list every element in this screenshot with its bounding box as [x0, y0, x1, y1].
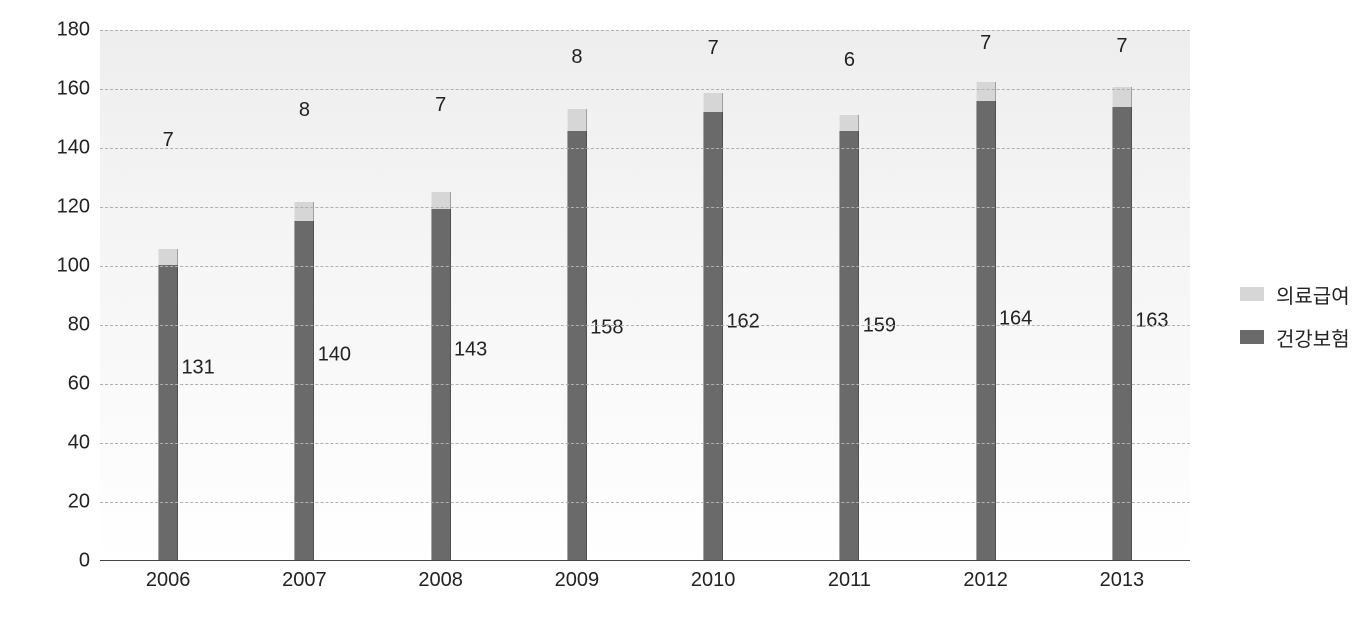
y-tick-label: 120 — [57, 196, 100, 219]
bar-stack — [431, 119, 451, 562]
bar-segment-s1 — [567, 109, 587, 131]
bar-segment-s0 — [431, 209, 451, 561]
bar-slot: 15882009 — [509, 30, 645, 561]
bar-stack — [158, 154, 178, 561]
y-tick-label: 160 — [57, 78, 100, 101]
bar-stack — [294, 124, 314, 561]
bar-stack — [703, 62, 723, 561]
x-tick-label: 2011 — [828, 561, 871, 592]
x-tick-label: 2013 — [1100, 561, 1145, 592]
x-tick-label: 2009 — [555, 561, 600, 592]
gridline — [100, 89, 1190, 90]
bar-segment-s0 — [158, 265, 178, 561]
legend-swatch — [1240, 287, 1264, 301]
bar-segment-s0 — [1112, 107, 1132, 561]
bar-segment-s0 — [294, 221, 314, 561]
bar-segment-s1 — [158, 249, 178, 265]
chart-container: 1317200614082007143720081588200916272010… — [20, 20, 1370, 611]
gridline — [100, 207, 1190, 208]
bar-value-label-s0: 143 — [454, 339, 487, 362]
y-tick-label: 0 — [79, 550, 100, 573]
y-tick-label: 100 — [57, 255, 100, 278]
x-tick-label: 2006 — [146, 561, 191, 592]
bar-value-label-s0: 163 — [1135, 309, 1168, 332]
bar-value-label-s1: 7 — [435, 94, 446, 117]
y-tick-label: 180 — [57, 19, 100, 42]
bar-slot: 14372008 — [373, 30, 509, 561]
x-axis-line — [100, 560, 1190, 561]
bar-value-label-s0: 158 — [590, 316, 623, 339]
y-tick-label: 140 — [57, 137, 100, 160]
gridline — [100, 384, 1190, 385]
bar-stack — [1112, 60, 1132, 562]
bar-value-label-s0: 131 — [181, 356, 214, 379]
x-tick-label: 2007 — [282, 561, 327, 592]
bar-value-label-s1: 7 — [1116, 35, 1127, 58]
bar-value-label-s1: 6 — [844, 49, 855, 72]
legend-swatch — [1240, 330, 1264, 344]
y-tick-label: 60 — [68, 373, 100, 396]
legend-item: 의료급여 — [1240, 280, 1370, 309]
y-tick-label: 40 — [68, 432, 100, 455]
legend: 의료급여건강보험 — [1210, 266, 1370, 366]
bar-value-label-s1: 7 — [980, 32, 991, 55]
bar-slot: 14082007 — [236, 30, 372, 561]
bar-segment-s1 — [976, 82, 996, 102]
y-tick-label: 80 — [68, 314, 100, 337]
bar-value-label-s1: 8 — [571, 46, 582, 69]
bar-slot: 16372013 — [1054, 30, 1190, 561]
gridline — [100, 502, 1190, 503]
bar-value-label-s1: 8 — [299, 99, 310, 122]
chart-area: 1317200614082007143720081588200916272010… — [20, 20, 1210, 611]
bar-segment-s0 — [703, 112, 723, 561]
legend-label: 의료급여 — [1276, 280, 1350, 309]
x-tick-label: 2010 — [691, 561, 736, 592]
bar-value-label-s0: 162 — [726, 311, 759, 334]
plot-area: 1317200614082007143720081588200916272010… — [100, 30, 1190, 561]
gridline — [100, 443, 1190, 444]
bar-value-label-s0: 140 — [318, 343, 351, 366]
bar-slot: 16272010 — [645, 30, 781, 561]
bar-slot: 16472012 — [918, 30, 1054, 561]
gridline — [100, 148, 1190, 149]
bar-stack — [567, 71, 587, 561]
bar-value-label-s0: 164 — [999, 308, 1032, 331]
x-tick-label: 2008 — [418, 561, 463, 592]
gridline — [100, 325, 1190, 326]
bar-slot: 15962011 — [781, 30, 917, 561]
x-tick-label: 2012 — [963, 561, 1008, 592]
bar-segment-s1 — [294, 202, 314, 221]
bar-segment-s0 — [976, 101, 996, 561]
legend-label: 건강보험 — [1276, 323, 1350, 352]
bar-segment-s1 — [839, 115, 859, 131]
bar-segment-s1 — [1112, 87, 1132, 107]
legend-item: 건강보험 — [1240, 323, 1370, 352]
bar-segment-s1 — [703, 93, 723, 112]
bar-value-label-s0: 159 — [863, 315, 896, 338]
bar-value-label-s1: 7 — [708, 37, 719, 60]
gridline — [100, 266, 1190, 267]
bar-slot: 13172006 — [100, 30, 236, 561]
bar-segment-s0 — [839, 131, 859, 561]
bar-stack — [976, 57, 996, 561]
gridline — [100, 30, 1190, 31]
y-tick-label: 20 — [68, 491, 100, 514]
bars-layer: 1317200614082007143720081588200916272010… — [100, 30, 1190, 561]
bar-segment-s0 — [567, 131, 587, 561]
